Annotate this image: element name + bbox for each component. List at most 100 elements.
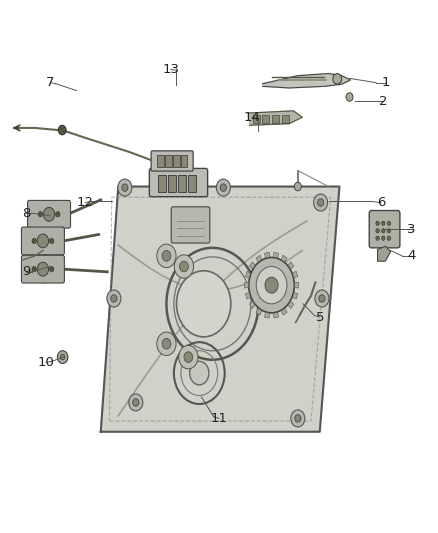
FancyBboxPatch shape [21, 227, 64, 255]
Text: 1: 1 [381, 76, 390, 89]
Circle shape [157, 332, 176, 356]
FancyBboxPatch shape [272, 115, 279, 123]
FancyBboxPatch shape [173, 155, 180, 167]
Circle shape [314, 194, 328, 211]
FancyBboxPatch shape [181, 155, 187, 167]
Circle shape [43, 207, 55, 221]
FancyBboxPatch shape [21, 255, 64, 283]
Circle shape [177, 271, 231, 337]
Circle shape [174, 255, 194, 278]
Polygon shape [101, 187, 339, 432]
FancyBboxPatch shape [149, 168, 208, 197]
Circle shape [162, 251, 171, 261]
Circle shape [58, 125, 66, 135]
Polygon shape [293, 271, 298, 278]
Circle shape [57, 351, 68, 364]
FancyBboxPatch shape [282, 115, 289, 123]
FancyBboxPatch shape [253, 115, 260, 123]
Circle shape [387, 236, 391, 240]
Circle shape [249, 257, 294, 313]
Circle shape [294, 182, 301, 191]
Circle shape [107, 290, 121, 307]
FancyBboxPatch shape [178, 175, 186, 192]
Polygon shape [281, 255, 287, 262]
Text: 14: 14 [244, 111, 260, 124]
Circle shape [256, 266, 287, 304]
Circle shape [333, 74, 342, 84]
FancyBboxPatch shape [158, 175, 166, 192]
Polygon shape [256, 255, 262, 262]
Circle shape [291, 410, 305, 427]
Polygon shape [245, 293, 251, 299]
FancyBboxPatch shape [369, 211, 400, 248]
Circle shape [387, 229, 391, 233]
Circle shape [381, 221, 385, 225]
Text: 4: 4 [407, 249, 416, 262]
Circle shape [319, 295, 325, 302]
Text: 12: 12 [77, 196, 94, 209]
Circle shape [190, 361, 209, 385]
Polygon shape [293, 293, 298, 299]
Text: 11: 11 [211, 412, 227, 425]
Circle shape [180, 261, 188, 272]
Circle shape [265, 277, 278, 293]
Circle shape [122, 184, 128, 191]
FancyBboxPatch shape [262, 115, 269, 123]
Circle shape [376, 229, 379, 233]
Text: 2: 2 [379, 95, 388, 108]
Circle shape [49, 266, 54, 272]
Text: 3: 3 [407, 223, 416, 236]
Polygon shape [274, 252, 279, 258]
Text: 13: 13 [162, 63, 179, 76]
Polygon shape [249, 301, 255, 309]
Circle shape [315, 290, 329, 307]
Circle shape [49, 238, 54, 244]
Circle shape [376, 236, 379, 240]
Circle shape [381, 236, 385, 240]
Circle shape [37, 262, 49, 276]
Polygon shape [378, 246, 391, 261]
Circle shape [129, 394, 143, 411]
FancyBboxPatch shape [151, 151, 193, 171]
Text: 7: 7 [46, 76, 55, 89]
Polygon shape [250, 111, 302, 125]
Circle shape [216, 179, 230, 196]
Circle shape [295, 415, 301, 422]
Circle shape [60, 354, 65, 360]
FancyBboxPatch shape [28, 200, 71, 228]
Polygon shape [244, 282, 248, 288]
Text: 6: 6 [377, 196, 385, 209]
Circle shape [346, 93, 353, 101]
Circle shape [162, 338, 171, 349]
Circle shape [37, 234, 49, 248]
Circle shape [387, 221, 391, 225]
Polygon shape [288, 262, 294, 269]
Polygon shape [263, 74, 350, 88]
Circle shape [32, 238, 36, 244]
Circle shape [220, 184, 226, 191]
Circle shape [179, 345, 198, 369]
Polygon shape [281, 308, 287, 315]
Text: 5: 5 [315, 311, 324, 324]
Polygon shape [295, 282, 299, 288]
Circle shape [133, 399, 139, 406]
Circle shape [38, 212, 42, 217]
FancyBboxPatch shape [171, 207, 210, 243]
Polygon shape [256, 308, 262, 315]
Text: 10: 10 [38, 356, 54, 369]
Circle shape [376, 221, 379, 225]
FancyBboxPatch shape [157, 155, 164, 167]
Text: 8: 8 [22, 207, 31, 220]
Polygon shape [249, 262, 255, 269]
Text: 9: 9 [22, 265, 31, 278]
FancyBboxPatch shape [165, 155, 172, 167]
FancyBboxPatch shape [168, 175, 176, 192]
FancyBboxPatch shape [188, 175, 196, 192]
Circle shape [111, 295, 117, 302]
Circle shape [318, 199, 324, 206]
Circle shape [184, 352, 193, 362]
Circle shape [157, 244, 176, 268]
Polygon shape [265, 252, 269, 258]
Polygon shape [245, 271, 251, 278]
Circle shape [56, 212, 60, 217]
